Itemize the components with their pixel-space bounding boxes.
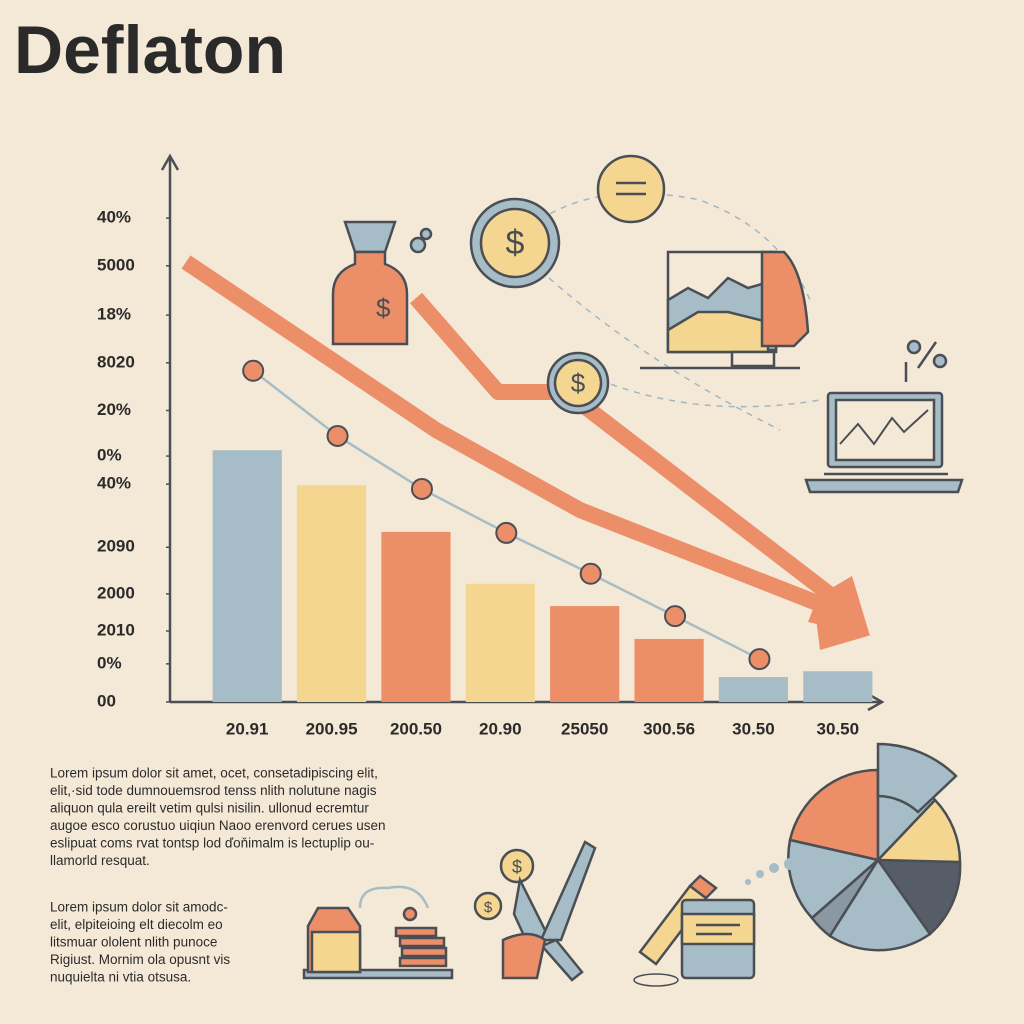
paragraph-line: eslipuat coms rvat tontsp lod ďoňimalm i… bbox=[50, 836, 374, 851]
svg-text:$: $ bbox=[571, 368, 586, 398]
y-tick-label: 40% bbox=[97, 474, 131, 493]
y-tick-label: 2010 bbox=[97, 620, 135, 639]
trend-point bbox=[664, 605, 687, 628]
bar bbox=[296, 485, 367, 702]
bar bbox=[381, 531, 451, 702]
paragraph-line: Lorem ipsum dolor sit amodc- bbox=[50, 900, 228, 915]
y-tick-label: 00 bbox=[97, 691, 116, 710]
trend-point bbox=[748, 648, 771, 671]
paragraph-line: llamorld resquat. bbox=[50, 853, 150, 868]
y-tick-label: 18% bbox=[97, 305, 131, 324]
paragraph-line: elit, elpiteioing elt diecolm eo bbox=[50, 917, 223, 932]
trend-point bbox=[579, 562, 602, 585]
x-tick-label: 200.95 bbox=[306, 719, 358, 738]
svg-text:$: $ bbox=[512, 857, 522, 877]
paragraph-line: Lorem ipsum dolor sit amet, ocet, conset… bbox=[50, 766, 378, 781]
y-tick-label: 5000 bbox=[97, 255, 135, 274]
svg-text:$: $ bbox=[376, 293, 391, 323]
bar bbox=[634, 638, 704, 702]
y-tick-label: 0% bbox=[97, 446, 122, 465]
x-tick-label: 20.91 bbox=[226, 719, 269, 738]
trend-point bbox=[326, 424, 349, 447]
bar bbox=[465, 583, 535, 702]
y-tick-label: 40% bbox=[97, 208, 131, 227]
bar bbox=[212, 450, 282, 702]
svg-text:$: $ bbox=[484, 899, 493, 916]
paragraph-line: aliquon qula ereilt vetim qulsi nisilin.… bbox=[50, 801, 369, 816]
trend-point bbox=[242, 359, 265, 382]
y-tick-label: 8020 bbox=[97, 352, 135, 371]
decorations: $ $ $ $ $ bbox=[160, 153, 964, 987]
paragraph-line: elit,·sid tode dumnouemsrod tenss nlith … bbox=[50, 783, 377, 798]
y-tick-label: 20% bbox=[97, 400, 131, 419]
x-tick-label: 20.90 bbox=[479, 719, 522, 738]
paragraph-line: litsmuar ololent nlith punoce bbox=[50, 935, 217, 950]
paragraph-line: Rigiust. Mornim ola opusnt vis bbox=[50, 952, 230, 967]
bar bbox=[718, 677, 789, 702]
bar bbox=[803, 671, 873, 702]
trend-point bbox=[410, 477, 433, 500]
paragraph-line: augoe esco corustuo uiqiun Naoo erenvord… bbox=[50, 818, 385, 833]
y-tick-label: 2000 bbox=[97, 583, 135, 602]
x-tick-label: 25050 bbox=[561, 719, 608, 738]
x-tick-label: 30.50 bbox=[817, 719, 860, 738]
trend-point bbox=[495, 521, 518, 544]
x-tick-label: 300.56 bbox=[643, 719, 695, 738]
y-tick-label: 0% bbox=[97, 653, 122, 672]
bar bbox=[550, 606, 620, 702]
y-tick-label: 2090 bbox=[97, 537, 135, 556]
x-tick-label: 200.50 bbox=[390, 719, 442, 738]
paragraph-line: nuquielta ni vtia otsusa. bbox=[50, 970, 191, 985]
x-tick-label: 30.50 bbox=[732, 719, 775, 738]
chart-title: Deflaton bbox=[14, 12, 286, 88]
svg-text:$: $ bbox=[506, 224, 525, 262]
